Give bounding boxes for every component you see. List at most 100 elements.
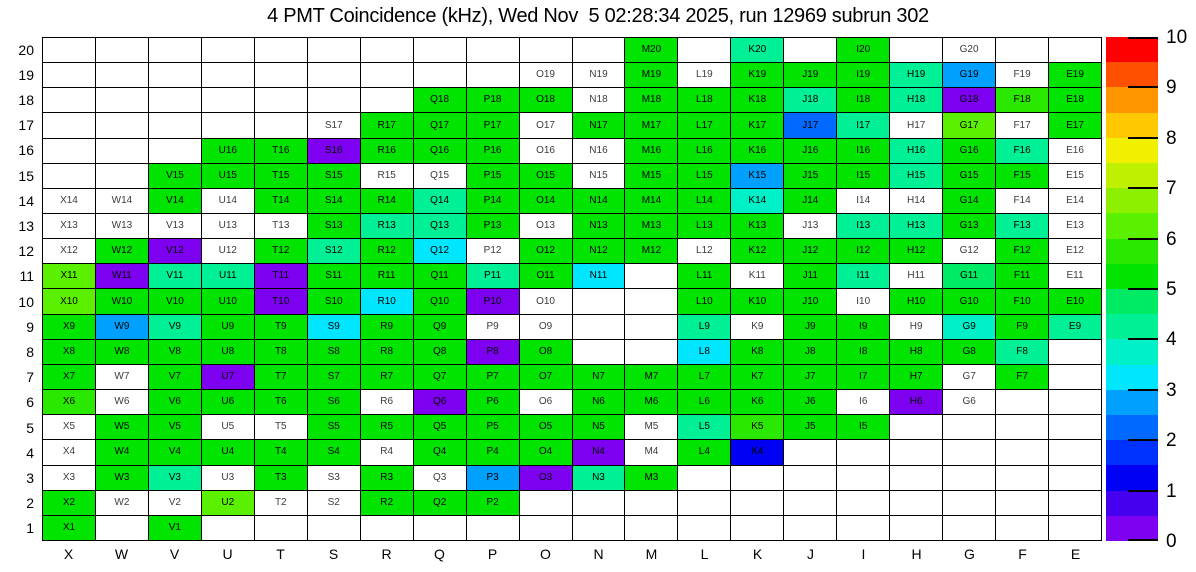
cell-label: K5 bbox=[751, 421, 764, 433]
heatmap-cell: W8 bbox=[95, 339, 148, 364]
heatmap-cell: L5 bbox=[678, 415, 731, 440]
heatmap-cell bbox=[43, 113, 95, 138]
heatmap-cell: M5 bbox=[625, 415, 678, 440]
cell-label: H16 bbox=[906, 144, 926, 156]
heatmap-cell: V3 bbox=[148, 465, 201, 490]
cell-label: G12 bbox=[959, 245, 979, 257]
heatmap-cell: L16 bbox=[678, 138, 731, 163]
colorbar-tick-label: 5 bbox=[1166, 279, 1177, 300]
cell-label: E13 bbox=[1066, 220, 1084, 232]
heatmap-cell: E19 bbox=[1049, 63, 1101, 88]
cell-label: W6 bbox=[114, 396, 130, 408]
cell-label: I5 bbox=[859, 421, 868, 433]
heatmap-cell: P9 bbox=[466, 314, 519, 339]
y-axis-label: 6 bbox=[26, 394, 34, 411]
y-axis-label: 11 bbox=[19, 268, 34, 285]
heatmap-cell: J6 bbox=[784, 390, 837, 415]
heatmap-cell: M19 bbox=[625, 63, 678, 88]
cell-label: L17 bbox=[696, 119, 713, 131]
heatmap-cell bbox=[678, 465, 731, 490]
heatmap-cell: S4 bbox=[307, 440, 360, 465]
cell-label: V2 bbox=[168, 496, 181, 508]
cell-label: S7 bbox=[327, 371, 340, 383]
heatmap-cell: S5 bbox=[307, 415, 360, 440]
x-axis-label: F bbox=[1018, 546, 1027, 562]
cell-label: N16 bbox=[589, 144, 608, 156]
y-axis-label: 15 bbox=[18, 167, 34, 184]
heatmap-cell: M6 bbox=[625, 390, 678, 415]
heatmap-cell: H19 bbox=[890, 63, 943, 88]
heatmap-cell: P10 bbox=[466, 289, 519, 314]
cell-label: H17 bbox=[906, 119, 926, 131]
heatmap-cell: J17 bbox=[784, 113, 837, 138]
cell-label: P16 bbox=[483, 144, 502, 156]
cell-label: I10 bbox=[856, 295, 871, 307]
cell-label: R10 bbox=[377, 295, 396, 307]
heatmap-cell: R10 bbox=[360, 289, 413, 314]
cell-label: M4 bbox=[644, 446, 659, 458]
heatmap-cell: O6 bbox=[519, 390, 572, 415]
cell-label: U12 bbox=[218, 245, 237, 257]
cell-label: N12 bbox=[589, 245, 608, 257]
cell-label: S10 bbox=[324, 295, 343, 307]
y-axis-label: 2 bbox=[26, 495, 34, 512]
heatmap-cell: T6 bbox=[254, 390, 307, 415]
cell-label: K9 bbox=[751, 320, 764, 332]
heatmap-cell bbox=[1049, 390, 1101, 415]
cell-label: O9 bbox=[538, 320, 553, 332]
cell-label: T6 bbox=[274, 396, 287, 408]
heatmap-cell: I9 bbox=[837, 314, 890, 339]
heatmap-cell: U6 bbox=[201, 390, 254, 415]
heatmap-cell: P12 bbox=[466, 239, 519, 264]
cell-label: J7 bbox=[804, 371, 816, 383]
cell-label: Q5 bbox=[432, 421, 447, 433]
heatmap-cell: P6 bbox=[466, 390, 519, 415]
colorbar-tick-label: 8 bbox=[1166, 127, 1177, 149]
cell-label: H18 bbox=[906, 94, 926, 106]
cell-label: S15 bbox=[324, 169, 343, 181]
cell-label: O12 bbox=[536, 245, 555, 257]
cell-label: I16 bbox=[856, 144, 871, 156]
cell-label: V8 bbox=[168, 345, 181, 357]
cell-label: M18 bbox=[641, 94, 662, 106]
cell-label: F17 bbox=[1013, 119, 1031, 131]
heatmap-cell: W2 bbox=[95, 490, 148, 515]
x-axis-label: I bbox=[861, 546, 866, 562]
heatmap-cell: X13 bbox=[43, 214, 95, 239]
cell-label: L13 bbox=[696, 220, 713, 232]
cell-label: T7 bbox=[274, 371, 287, 383]
heatmap-cell bbox=[95, 63, 148, 88]
cell-label: N19 bbox=[589, 69, 608, 81]
cell-label: L9 bbox=[698, 320, 710, 332]
cell-label: J17 bbox=[802, 119, 819, 131]
cell-label: K7 bbox=[751, 371, 764, 383]
heatmap-cell: X6 bbox=[43, 390, 95, 415]
cell-label: F8 bbox=[1016, 345, 1028, 357]
y-axis-label: 17 bbox=[18, 117, 34, 134]
colorbar-tick bbox=[1128, 86, 1158, 89]
heatmap-cell: M3 bbox=[625, 465, 678, 490]
colorbar-tick bbox=[1128, 439, 1158, 442]
cell-label: V12 bbox=[165, 245, 184, 257]
heatmap-cell bbox=[943, 515, 996, 540]
cell-label: R2 bbox=[380, 496, 394, 508]
heatmap-cell bbox=[996, 38, 1049, 63]
heatmap-cell: L10 bbox=[678, 289, 731, 314]
cell-label: M20 bbox=[641, 44, 662, 56]
cell-label: I20 bbox=[856, 44, 871, 56]
heatmap-cell: J19 bbox=[784, 63, 837, 88]
heatmap-cell: K10 bbox=[731, 289, 784, 314]
cell-label: N13 bbox=[589, 220, 608, 232]
cell-label: R17 bbox=[377, 119, 396, 131]
cell-label: J18 bbox=[802, 94, 819, 106]
heatmap-cell bbox=[254, 63, 307, 88]
cell-label: V9 bbox=[168, 320, 181, 332]
heatmap-cell: H6 bbox=[890, 390, 943, 415]
heatmap-cell: F15 bbox=[996, 163, 1049, 188]
cell-label: I12 bbox=[856, 245, 871, 257]
heatmap-cell bbox=[890, 440, 943, 465]
cell-label: J5 bbox=[804, 421, 816, 433]
colorbar-tick bbox=[1128, 489, 1158, 492]
cell-label: X1 bbox=[62, 521, 76, 533]
cell-label: G8 bbox=[962, 345, 976, 357]
